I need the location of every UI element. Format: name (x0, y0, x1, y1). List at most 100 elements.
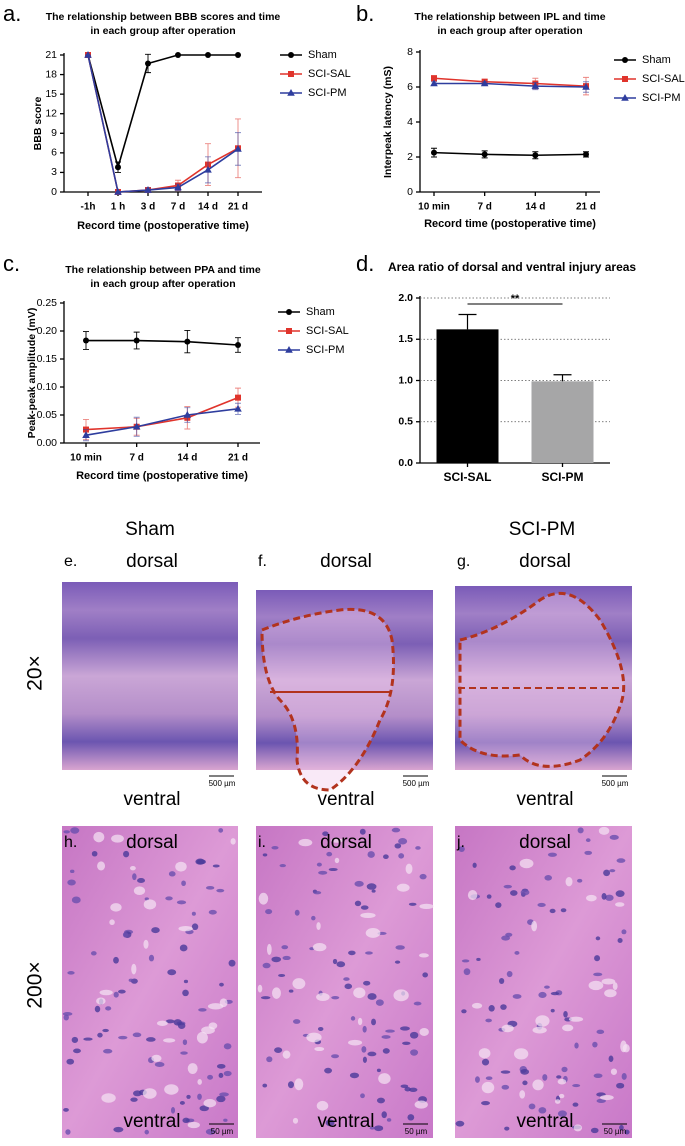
y-tick-label: 18 (45, 68, 57, 80)
marker (583, 151, 589, 158)
nucleus (458, 846, 465, 853)
marker (175, 52, 181, 58)
pale-area (312, 942, 327, 952)
nucleus (408, 902, 417, 906)
nucleus (398, 838, 408, 845)
marker (622, 76, 628, 82)
y-tick-label: 1.0 (398, 374, 413, 386)
nucleus (294, 909, 300, 916)
nucleus (212, 864, 220, 868)
nucleus (198, 1008, 207, 1012)
nucleus (563, 1010, 568, 1018)
legend-label: Sham (306, 306, 335, 318)
nucleus (374, 1125, 384, 1132)
pale-area (360, 912, 376, 918)
nucleus (71, 896, 81, 904)
nucleus (381, 1035, 391, 1039)
nucleus (455, 1120, 465, 1127)
nucleus (601, 892, 607, 900)
nucleus (218, 1072, 224, 1078)
nucleus (274, 1047, 283, 1054)
nucleus (616, 1082, 625, 1089)
y-tick-label: 0.00 (37, 437, 58, 449)
nucleus (472, 862, 477, 868)
nucleus (461, 1009, 467, 1014)
error-bar (458, 313, 477, 330)
nucleus (485, 1076, 493, 1080)
pale-area (196, 1031, 208, 1044)
scale-label: 50 µm (604, 1127, 627, 1136)
marker (234, 144, 242, 152)
tissue-image (256, 590, 433, 770)
nucleus (67, 879, 76, 886)
nucleus (367, 1051, 377, 1057)
pale-area (330, 838, 343, 843)
pale-area (418, 953, 429, 958)
pale-area (314, 1046, 325, 1052)
pale-area (414, 1100, 428, 1109)
pale-area (557, 1078, 567, 1085)
nucleus (179, 944, 188, 952)
nucleus (326, 851, 333, 857)
nucleus (63, 1107, 69, 1112)
nucleus (383, 854, 389, 860)
marker (83, 337, 89, 344)
nucleus (262, 962, 271, 969)
nucleus (361, 1046, 367, 1053)
series-line (433, 77, 587, 87)
legend-label: SCI-PM (642, 92, 681, 104)
y-tick-label: 0.0 (398, 457, 413, 469)
nucleus (605, 894, 614, 901)
nucleus (366, 883, 377, 890)
nucleus (148, 954, 155, 962)
marker (288, 71, 294, 77)
tissue-image (62, 826, 238, 1138)
nucleus (514, 951, 520, 955)
marker (286, 309, 292, 315)
orientation-label: ventral (317, 789, 374, 810)
nucleus (481, 1058, 490, 1066)
pale-area (519, 1090, 526, 1099)
nucleus (386, 1118, 392, 1122)
marker (183, 411, 192, 418)
pale-area (97, 861, 106, 871)
pale-area (151, 1054, 162, 1062)
nucleus (288, 989, 294, 993)
pale-area (586, 894, 597, 902)
nucleus (113, 1126, 124, 1133)
legend-label: SCI-SAL (308, 68, 351, 80)
nucleus (413, 1001, 422, 1006)
nucleus (585, 838, 591, 843)
nucleus (476, 957, 481, 961)
nucleus (118, 1035, 128, 1040)
x-tick-label: 14 d (177, 453, 197, 464)
pale-area (599, 1095, 614, 1101)
nucleus (538, 991, 547, 999)
nucleus (154, 1062, 165, 1067)
nucleus (376, 1068, 381, 1073)
y-tick-label: 6 (407, 81, 413, 93)
marker (235, 342, 241, 348)
series-line (433, 151, 587, 157)
nucleus (572, 1083, 581, 1088)
pale-area (565, 877, 573, 887)
y-tick-label: 0.5 (398, 416, 413, 428)
nucleus (561, 1066, 568, 1073)
error-bar (553, 374, 572, 382)
orientation-label: ventral (123, 1111, 180, 1132)
pale-area (208, 1022, 218, 1030)
x-tick-label: SCI-SAL (444, 470, 492, 484)
marker (235, 52, 241, 58)
nucleus (556, 1075, 562, 1079)
nucleus (216, 888, 225, 893)
nucleus (609, 834, 619, 840)
series-line (434, 82, 587, 88)
y-axis-label: Peak-peak amplitude (mV) (26, 308, 38, 439)
marker (144, 186, 152, 193)
nucleus (69, 869, 75, 874)
marker (114, 188, 122, 195)
significance-label: ** (511, 293, 520, 305)
pale-area (306, 1032, 322, 1043)
panel-letter: h. (64, 834, 77, 851)
y-tick-label: 2 (407, 151, 413, 163)
